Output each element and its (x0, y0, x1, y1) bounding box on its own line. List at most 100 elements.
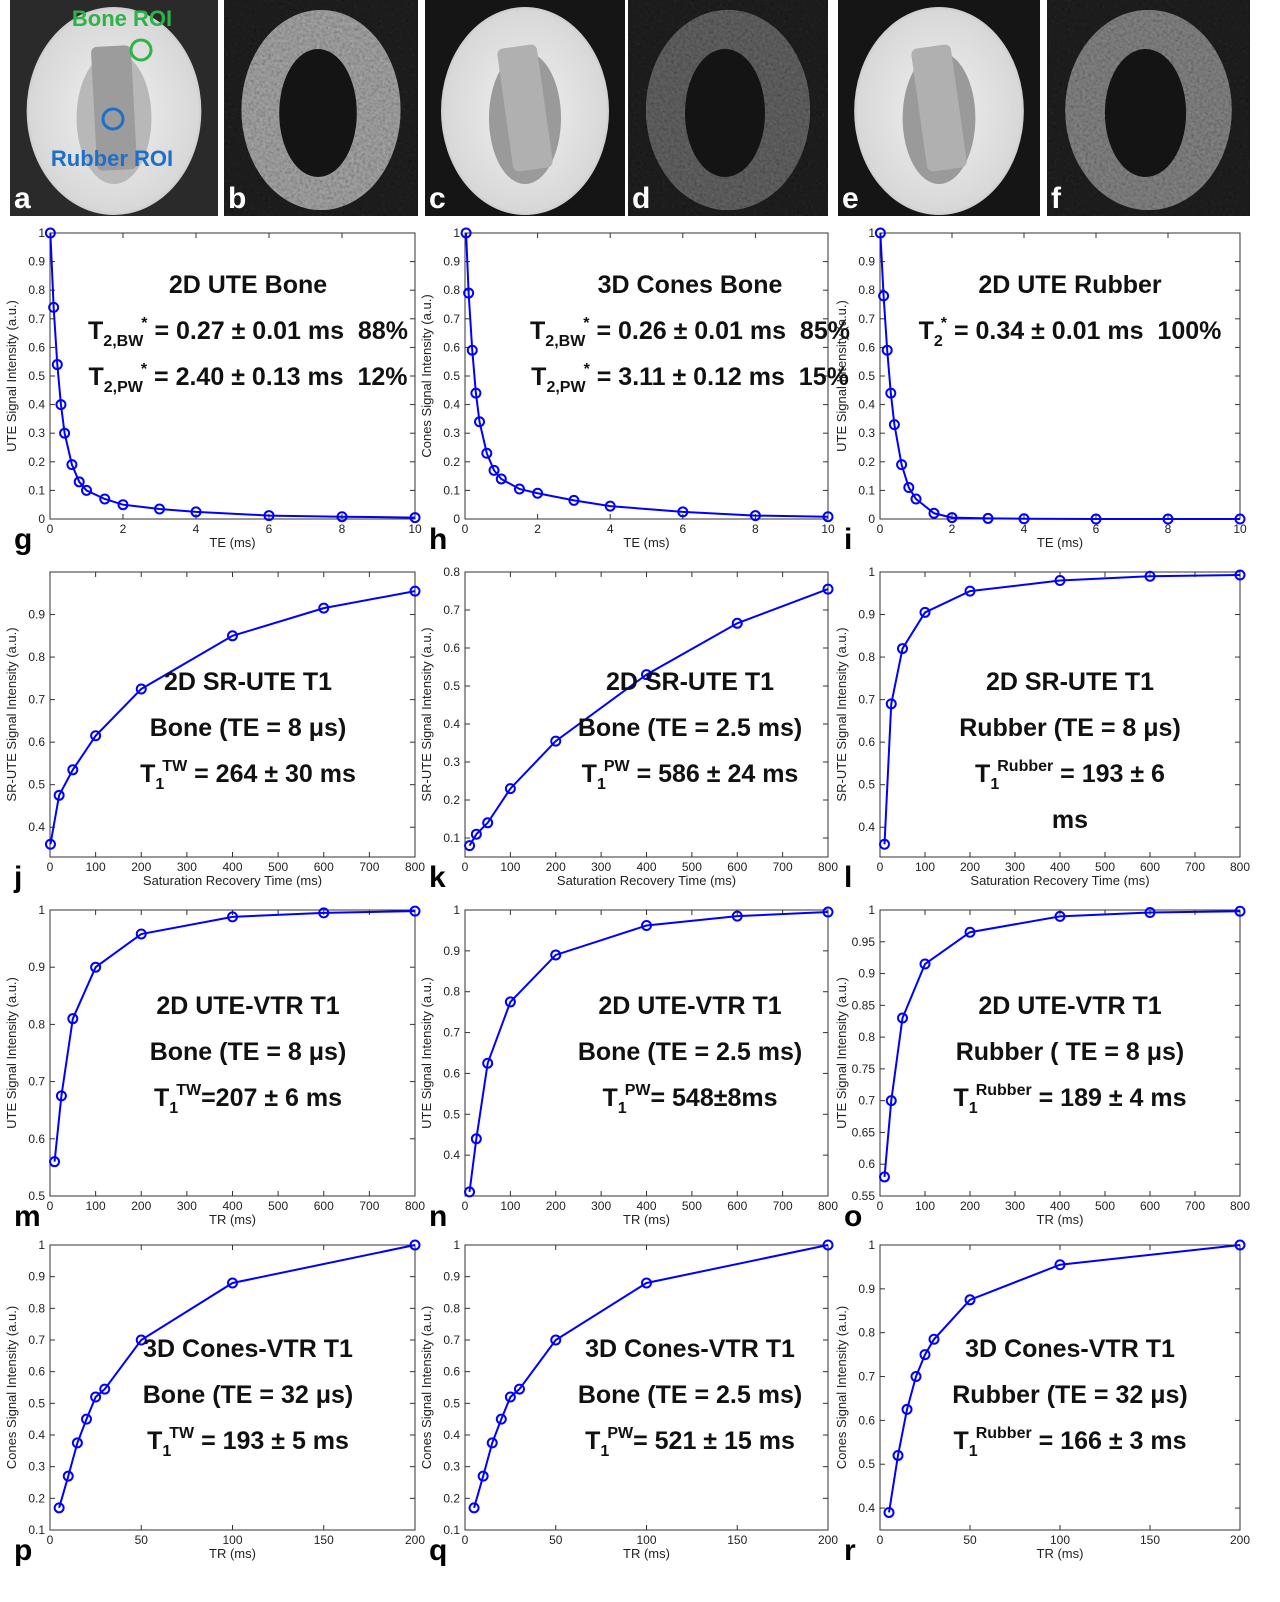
annotation-part: = 189 ± 4 ms (1032, 1084, 1187, 1112)
y-tick-label: 0.4 (443, 1428, 460, 1442)
y-tick-label: 1 (38, 903, 45, 917)
panel-letter: i (844, 523, 852, 556)
panel-letter: e (842, 182, 859, 215)
x-tick-label: 200 (818, 1533, 838, 1547)
y-tick-label: 1 (453, 1238, 460, 1252)
x-tick-label: 100 (636, 1533, 656, 1547)
annotation: 3D Cones-VTR T1 (585, 1335, 795, 1363)
annotation-part: = 548±8ms (650, 1084, 777, 1112)
y-tick-label: 0.4 (443, 398, 460, 412)
annotation-part: 1 (990, 776, 999, 793)
y-tick-label: 0.9 (858, 1282, 875, 1296)
y-tick-label: 0.7 (858, 693, 875, 707)
y-axis-label: SR-UTE Signal Intensity (a.u.) (834, 627, 849, 801)
x-tick-label: 500 (268, 860, 288, 874)
y-tick-label: 0.5 (28, 369, 45, 383)
annotation-part: 1 (618, 1100, 627, 1117)
x-tick-label: 300 (591, 1199, 611, 1213)
y-tick-label: 0.1 (28, 483, 45, 497)
y-tick-label: 0.9 (28, 960, 45, 974)
x-tick-label: 600 (727, 1199, 747, 1213)
x-tick-label: 200 (131, 1199, 151, 1213)
x-tick-label: 600 (727, 860, 747, 874)
annotation: ms (1052, 806, 1088, 834)
x-tick-label: 400 (636, 1199, 656, 1213)
x-tick-label: 700 (773, 1199, 793, 1213)
y-axis-label: UTE Signal Intensity (a.u.) (4, 977, 19, 1129)
x-tick-label: 4 (193, 522, 200, 536)
y-axis-label: Cones Signal Intensity (a.u.) (4, 1306, 19, 1469)
annotation-part: T (530, 317, 545, 345)
annotation-part: = 0.27 ± 0.01 ms 88% (148, 317, 408, 345)
y-axis-label: SR-UTE Signal Intensity (a.u.) (419, 627, 434, 801)
x-tick-label: 700 (1185, 860, 1205, 874)
x-tick-label: 100 (1050, 1533, 1070, 1547)
x-tick-label: 0 (47, 1533, 54, 1547)
x-tick-label: 2 (120, 522, 127, 536)
x-tick-label: 200 (960, 860, 980, 874)
image-panel (628, 0, 828, 216)
annotation: 2D UTE Bone (169, 271, 327, 299)
annotation-part: 2D SR-UTE T1 (606, 668, 774, 696)
y-tick-label: 0.5 (443, 1107, 460, 1121)
annotation-part: = 193 ± 5 ms (194, 1427, 349, 1455)
y-tick-label: 0.7 (858, 1370, 875, 1384)
y-tick-label: 0.8 (443, 1301, 460, 1315)
x-tick-label: 600 (1140, 860, 1160, 874)
y-tick-label: 0.7 (28, 693, 45, 707)
y-tick-label: 1 (453, 903, 460, 917)
annotation: Bone (TE = 32 μs) (143, 1381, 354, 1409)
annotation-part: = 3.11 ± 0.12 ms 15% (590, 363, 849, 391)
x-tick-label: 700 (359, 860, 379, 874)
annotation: Bone (TE = 2.5 ms) (578, 714, 802, 742)
x-tick-label: 100 (500, 860, 520, 874)
x-tick-label: 0 (877, 1533, 884, 1547)
y-tick-label: 0.8 (443, 283, 460, 297)
annotation: 3D Cones-VTR T1 (143, 1335, 353, 1363)
annotation-part: 2D UTE-VTR T1 (156, 992, 339, 1020)
y-axis-label: Cones Signal Intensity (a.u.) (834, 1306, 849, 1469)
y-tick-label: 0.7 (28, 1075, 45, 1089)
x-tick-label: 0 (47, 1199, 54, 1213)
annotation-part: Rubber (TE = 8 μs) (959, 714, 1181, 742)
x-tick-label: 400 (222, 1199, 242, 1213)
y-tick-label: 0.7 (28, 312, 45, 326)
y-axis-label: UTE Signal Intensity (a.u.) (419, 977, 434, 1129)
annotation-part: 2,BW (103, 333, 144, 350)
panel-letter: r (844, 1534, 856, 1567)
x-tick-label: 100 (915, 860, 935, 874)
y-tick-label: 0.8 (858, 283, 875, 297)
x-tick-label: 0 (462, 1199, 469, 1213)
annotation-part: 2D UTE-VTR T1 (978, 992, 1161, 1020)
x-axis-label: TR (ms) (1037, 1546, 1084, 1561)
y-tick-label: 0.5 (443, 1396, 460, 1410)
y-tick-label: 0.6 (28, 340, 45, 354)
annotation-part: T (954, 1427, 969, 1455)
panel-letter: h (429, 523, 447, 556)
y-tick-label: 0.9 (443, 1270, 460, 1284)
annotation-part: 1 (597, 776, 606, 793)
x-tick-label: 10 (821, 522, 835, 536)
annotation-part: T (140, 760, 155, 788)
panel-letter: q (429, 1534, 447, 1567)
panel-letter: p (14, 1534, 32, 1567)
annotation-part: Rubber (976, 1082, 1032, 1099)
figure: abcdefBone ROIRubber ROI024681000.10.20.… (0, 0, 1280, 1602)
annotation-part: T (975, 760, 990, 788)
y-tick-label: 0.75 (852, 1062, 876, 1076)
x-tick-label: 8 (339, 522, 346, 536)
annotation-part: 1 (600, 1443, 609, 1460)
y-tick-label: 0.3 (28, 426, 45, 440)
y-tick-label: 0.5 (28, 1396, 45, 1410)
x-tick-label: 800 (818, 860, 838, 874)
y-tick-label: 0.5 (858, 1457, 875, 1471)
annotation-part: = 264 ± 30 ms (187, 760, 356, 788)
x-tick-label: 800 (1230, 860, 1250, 874)
y-tick-label: 0.6 (443, 1066, 460, 1080)
y-tick-label: 0.9 (443, 255, 460, 269)
annotation: 2D UTE-VTR T1 (978, 992, 1161, 1020)
annotation: 2D SR-UTE T1 (986, 668, 1154, 696)
y-tick-label: 0.95 (852, 935, 876, 949)
x-tick-label: 200 (405, 1533, 425, 1547)
y-tick-label: 0.7 (443, 312, 460, 326)
